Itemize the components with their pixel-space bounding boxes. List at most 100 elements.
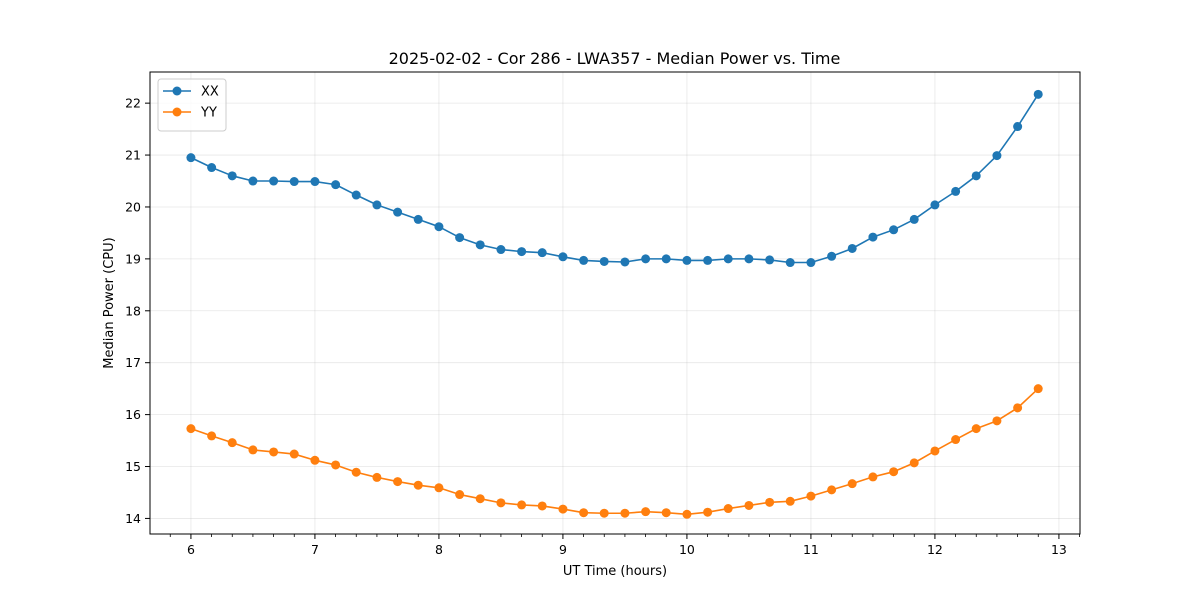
data-point-yy <box>310 455 320 465</box>
data-point-yy <box>393 477 403 487</box>
data-point-yy <box>682 509 692 519</box>
data-point-xx <box>558 252 568 262</box>
data-point-yy <box>558 504 568 514</box>
data-point-yy <box>703 507 713 517</box>
x-tick-label: 8 <box>435 542 443 557</box>
data-point-yy <box>785 496 795 506</box>
data-point-xx <box>785 258 795 268</box>
legend-marker-xx <box>172 86 182 96</box>
data-point-yy <box>847 479 857 489</box>
x-tick-label: 12 <box>927 542 943 557</box>
data-point-yy <box>455 490 465 500</box>
data-point-xx <box>393 207 403 217</box>
data-point-yy <box>227 438 237 448</box>
data-point-yy <box>806 491 816 501</box>
data-point-yy <box>889 467 899 477</box>
data-point-xx <box>455 233 465 243</box>
data-point-xx <box>703 255 713 265</box>
data-point-xx <box>847 243 857 253</box>
legend-marker-yy <box>172 107 182 117</box>
data-point-xx <box>227 171 237 181</box>
data-point-yy <box>537 501 547 511</box>
data-point-yy <box>496 498 506 508</box>
data-point-yy <box>475 494 485 504</box>
data-point-xx <box>868 232 878 242</box>
x-tick-label: 7 <box>311 542 319 557</box>
data-point-xx <box>682 255 692 265</box>
data-point-xx <box>889 225 899 235</box>
plot-series <box>186 89 1043 519</box>
data-point-yy <box>351 467 361 477</box>
x-tick-label: 11 <box>803 542 819 557</box>
data-point-xx <box>806 258 816 268</box>
data-point-yy <box>661 508 671 518</box>
data-point-yy <box>951 435 961 445</box>
data-point-yy <box>930 446 940 456</box>
axis-ticks: 6 7 8 9 10 11 12 13 14 15 16 17 18 19 20 21 22 <box>125 96 1080 557</box>
y-tick-label: 17 <box>125 355 141 370</box>
data-point-xx <box>269 176 279 186</box>
data-point-xx <box>289 177 299 187</box>
data-point-xx <box>909 214 919 224</box>
y-tick-label: 15 <box>125 459 141 474</box>
data-point-yy <box>1033 384 1043 394</box>
chart-title: 2025-02-02 - Cor 286 - LWA357 - Median P… <box>389 49 841 68</box>
data-point-xx <box>620 257 630 267</box>
data-point-yy <box>331 460 341 470</box>
data-point-xx <box>475 240 485 250</box>
plot-frame <box>149 71 1081 535</box>
data-point-yy <box>641 507 651 517</box>
x-tick-label: 9 <box>559 542 567 557</box>
data-point-yy <box>620 508 630 518</box>
y-tick-label: 21 <box>125 148 141 163</box>
data-point-xx <box>186 153 196 163</box>
data-point-xx <box>971 171 981 181</box>
data-point-yy <box>971 424 981 434</box>
x-tick-label: 6 <box>187 542 195 557</box>
data-point-yy <box>517 500 527 510</box>
data-point-xx <box>413 214 423 224</box>
legend: XX YY <box>157 78 227 132</box>
legend-label-xx: XX <box>201 85 219 100</box>
data-point-yy <box>599 508 609 518</box>
data-point-xx <box>641 254 651 264</box>
data-point-xx <box>930 200 940 210</box>
data-point-xx <box>661 254 671 264</box>
data-point-xx <box>992 151 1002 161</box>
data-point-xx <box>496 245 506 255</box>
data-point-xx <box>351 190 361 200</box>
data-point-xx <box>537 248 547 258</box>
data-point-yy <box>269 447 279 457</box>
data-point-xx <box>434 222 444 232</box>
x-tick-label: 13 <box>1051 542 1067 557</box>
y-tick-label: 19 <box>125 251 141 266</box>
data-point-xx <box>599 256 609 266</box>
x-tick-label: 10 <box>679 542 695 557</box>
y-tick-label: 20 <box>125 199 141 214</box>
data-point-xx <box>248 176 258 186</box>
y-tick-label: 18 <box>125 303 141 318</box>
data-point-yy <box>372 472 382 482</box>
y-tick-label: 22 <box>125 96 141 111</box>
data-point-yy <box>413 480 423 490</box>
data-point-xx <box>744 254 754 264</box>
data-point-yy <box>744 500 754 510</box>
data-point-yy <box>248 445 258 455</box>
y-tick-label: 14 <box>125 511 141 526</box>
data-point-yy <box>827 485 837 495</box>
data-point-xx <box>1033 89 1043 99</box>
y-axis-label: Median Power (CPU) <box>102 237 117 368</box>
data-point-xx <box>827 251 837 261</box>
legend-label-yy: YY <box>200 106 217 121</box>
gridlines <box>150 72 1080 534</box>
data-point-yy <box>765 497 775 507</box>
data-point-xx <box>517 247 527 257</box>
data-point-xx <box>951 186 961 196</box>
data-point-yy <box>909 458 919 468</box>
data-point-xx <box>765 255 775 265</box>
y-tick-label: 16 <box>125 407 141 422</box>
data-point-yy <box>289 449 299 459</box>
data-point-yy <box>1013 403 1023 413</box>
data-point-yy <box>434 483 444 493</box>
